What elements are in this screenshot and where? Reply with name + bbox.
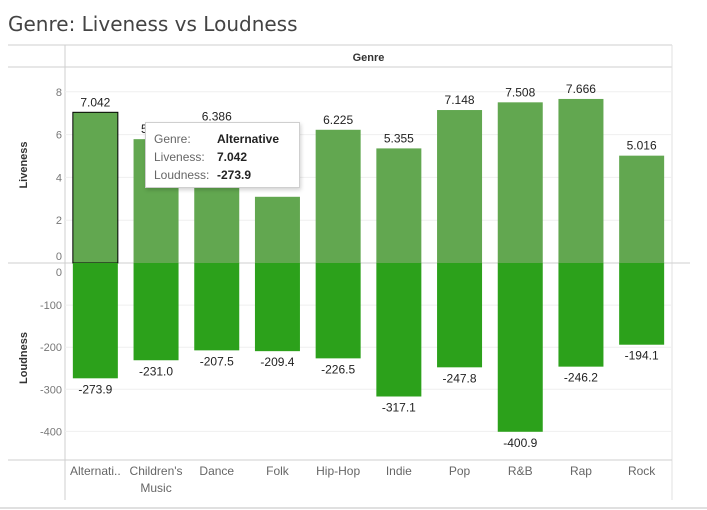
data-label: -246.2 <box>564 371 598 385</box>
bar[interactable] <box>437 263 483 368</box>
data-label: 7.148 <box>445 93 475 107</box>
data-label: -317.1 <box>382 400 416 414</box>
bar[interactable] <box>376 148 422 263</box>
x-tick-label: Indie <box>386 464 412 478</box>
y-tick-label: 8 <box>56 87 62 99</box>
bar[interactable] <box>619 155 665 263</box>
bar[interactable] <box>497 102 543 263</box>
data-label: 7.508 <box>505 85 535 99</box>
x-tick-label: Hip-Hop <box>316 464 360 478</box>
data-label: -194.1 <box>625 349 659 363</box>
y-tick-label: 2 <box>56 215 62 227</box>
x-tick-label: Children's <box>130 464 183 478</box>
tooltip-genre-value: Alternative <box>217 132 280 146</box>
x-tick-label: Dance <box>199 464 234 478</box>
bar[interactable] <box>254 263 300 352</box>
bar[interactable] <box>254 196 300 263</box>
bar[interactable] <box>72 111 119 264</box>
y-tick-label: 4 <box>56 172 62 184</box>
x-tick-label: Music <box>140 481 171 495</box>
x-tick-label: Rock <box>628 464 656 478</box>
x-tick-label: Folk <box>266 464 290 478</box>
data-label: 6.386 <box>202 109 232 123</box>
bar[interactable] <box>497 263 543 432</box>
y-tick-label: -400 <box>40 426 62 438</box>
data-label: -273.9 <box>78 382 112 396</box>
bar[interactable] <box>315 129 361 263</box>
data-label: -400.9 <box>503 436 537 450</box>
x-tick-label: Alternati.. <box>70 464 121 478</box>
y-axis-title: Loudness <box>18 332 30 384</box>
y-tick-label: 0 <box>56 251 62 263</box>
x-tick-label: R&B <box>508 464 533 478</box>
column-header: Genre <box>353 52 385 64</box>
y-tick-label: -100 <box>40 300 62 312</box>
y-axis-title: Liveness <box>18 141 30 188</box>
data-label: 6.225 <box>323 113 353 127</box>
tooltip-genre-key: Genre: <box>154 132 191 146</box>
y-tick-label: 0 <box>56 267 62 279</box>
y-tick-label: -300 <box>40 384 62 396</box>
y-tick-label: -200 <box>40 342 62 354</box>
bar[interactable] <box>72 263 118 379</box>
data-label: 5.355 <box>384 131 414 145</box>
data-label: -226.5 <box>321 362 355 376</box>
y-tick-label: 6 <box>56 130 62 142</box>
tooltip-loudness-key: Loudness: <box>154 168 210 182</box>
x-tick-label: Rap <box>570 464 592 478</box>
data-label: -207.5 <box>200 354 234 368</box>
page-title: Genre: Liveness vs Loudness <box>8 12 298 36</box>
bar[interactable] <box>558 98 604 263</box>
tooltip-liveness-key: Liveness: <box>154 150 205 164</box>
data-label: 7.042 <box>80 95 110 109</box>
x-tick-label: Pop <box>449 464 471 478</box>
data-label: 7.666 <box>566 82 596 96</box>
tooltip-liveness-value: 7.042 <box>217 150 248 164</box>
bar[interactable] <box>437 110 483 263</box>
bar[interactable] <box>194 263 240 351</box>
bar[interactable] <box>315 263 361 359</box>
data-label: -231.0 <box>139 364 173 378</box>
bar[interactable] <box>558 263 604 367</box>
data-label: -209.4 <box>260 355 294 369</box>
data-label: 5.016 <box>627 139 657 153</box>
tooltip-loudness-value: -273.9 <box>217 168 252 182</box>
bar[interactable] <box>376 263 422 397</box>
tooltip: Genre: Alternative Liveness: 7.042 Loudnes… <box>145 122 300 188</box>
bar[interactable] <box>133 263 179 361</box>
data-label: -247.8 <box>443 371 477 385</box>
bar[interactable] <box>619 263 665 345</box>
